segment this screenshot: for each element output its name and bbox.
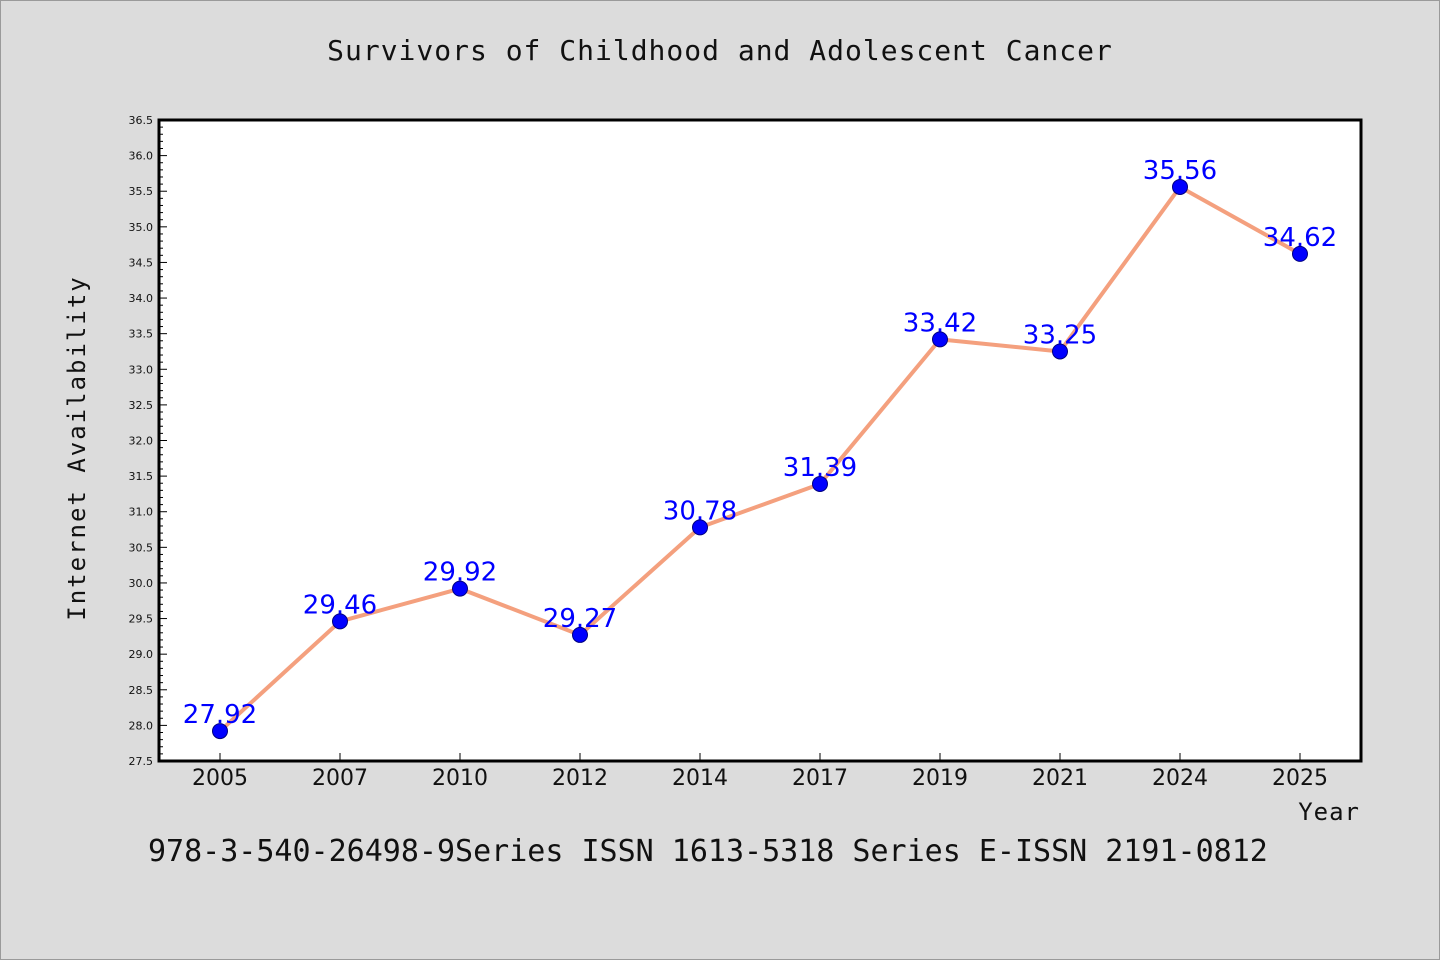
x-axis-label: Year bbox=[1298, 798, 1360, 826]
x-tick-label: 2005 bbox=[192, 766, 248, 791]
data-label: 30.78 bbox=[663, 496, 737, 526]
data-label: 29.27 bbox=[543, 604, 617, 634]
x-tick-label: 2024 bbox=[1152, 766, 1208, 791]
chart-title: Survivors of Childhood and Adolescent Ca… bbox=[327, 34, 1113, 67]
y-tick-label: 34.0 bbox=[129, 292, 154, 305]
x-tick-label: 2007 bbox=[312, 766, 368, 791]
series-line bbox=[218, 184, 1302, 734]
y-tick-label: 31.0 bbox=[129, 506, 154, 519]
plot-frame bbox=[157, 118, 1363, 763]
data-point bbox=[1292, 245, 1308, 262]
x-tick-label: 2021 bbox=[1032, 766, 1088, 791]
x-tick-label: 2017 bbox=[792, 766, 848, 791]
y-tick-label: 33.0 bbox=[129, 363, 154, 376]
footer-identifier-text: 978-3-540-26498-9Series ISSN 1613-5318 S… bbox=[148, 834, 1268, 869]
data-label: 31.39 bbox=[783, 453, 857, 483]
data-point bbox=[1172, 178, 1188, 195]
y-tick-label: 35.5 bbox=[129, 185, 154, 198]
x-axis: 2005 2007 2010 2012 2014 2017 2019 2021 2024 2025 bbox=[192, 753, 1328, 791]
series-markers bbox=[212, 178, 1308, 740]
y-tick-label: 30.0 bbox=[129, 577, 154, 590]
x-tick-label: 2010 bbox=[432, 766, 488, 791]
y-tick-label: 31.5 bbox=[129, 470, 154, 483]
y-tick-label: 28.0 bbox=[129, 719, 154, 732]
data-point bbox=[212, 723, 228, 740]
data-label: 34.62 bbox=[1263, 223, 1337, 253]
y-tick-label: 32.5 bbox=[129, 399, 154, 412]
y-tick-label: 28.5 bbox=[129, 684, 154, 697]
y-tick-label: 27.5 bbox=[129, 755, 154, 768]
data-label: 29.46 bbox=[303, 590, 377, 620]
y-tick-label: 34.5 bbox=[129, 256, 154, 269]
data-label: 33.25 bbox=[1023, 320, 1097, 350]
data-label: 29.92 bbox=[423, 558, 497, 588]
x-tick-label: 2025 bbox=[1272, 766, 1328, 791]
data-point bbox=[932, 331, 948, 348]
x-tick-label: 2014 bbox=[672, 766, 728, 791]
y-tick-label: 29.5 bbox=[129, 613, 154, 626]
y-tick-label: 36.0 bbox=[129, 150, 154, 163]
data-point bbox=[1052, 343, 1068, 360]
data-label: 33.42 bbox=[903, 308, 977, 338]
data-point bbox=[572, 626, 588, 643]
y-tick-label: 32.0 bbox=[129, 435, 154, 448]
y-tick-label: 33.5 bbox=[129, 328, 154, 341]
data-point bbox=[812, 475, 828, 492]
data-point bbox=[692, 519, 708, 536]
data-label: 35.56 bbox=[1143, 156, 1217, 186]
x-tick-label: 2019 bbox=[912, 766, 968, 791]
y-tick-label: 30.5 bbox=[129, 541, 154, 554]
data-labels: 27.92 29.46 29.92 29.27 30.78 31.39 33.42 33.25… bbox=[183, 156, 1337, 730]
y-tick-label: 36.5 bbox=[129, 114, 154, 127]
data-label: 27.92 bbox=[183, 700, 257, 730]
y-tick-label: 35.0 bbox=[129, 221, 154, 234]
x-tick-label: 2012 bbox=[552, 766, 608, 791]
y-tick-label: 29.0 bbox=[129, 648, 154, 661]
plot-area bbox=[159, 120, 1361, 761]
data-point bbox=[452, 580, 468, 597]
data-point bbox=[332, 613, 348, 630]
